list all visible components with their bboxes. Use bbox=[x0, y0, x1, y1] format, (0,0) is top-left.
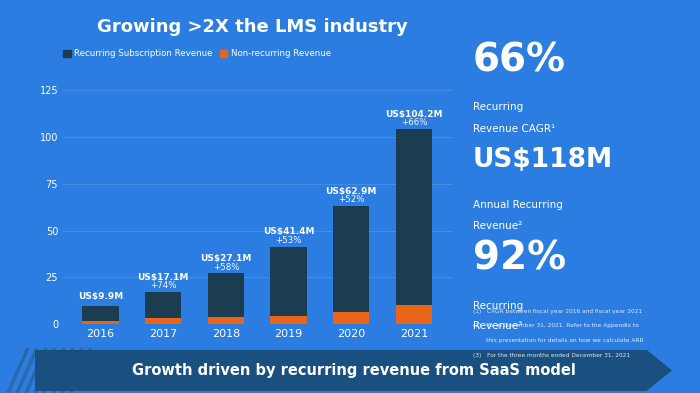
Text: Growing >2X the LMS industry: Growing >2X the LMS industry bbox=[97, 18, 407, 36]
Text: US$17.1M: US$17.1M bbox=[138, 273, 189, 282]
Text: +52%: +52% bbox=[338, 195, 365, 204]
Bar bbox=[145, 292, 181, 318]
Bar bbox=[83, 321, 119, 324]
Bar bbox=[333, 206, 370, 312]
Bar bbox=[208, 316, 244, 324]
Text: Recurring: Recurring bbox=[473, 301, 523, 310]
Text: 66%: 66% bbox=[473, 41, 566, 79]
Text: US$9.9M: US$9.9M bbox=[78, 292, 123, 301]
Text: US$27.1M: US$27.1M bbox=[200, 254, 251, 263]
Text: +66%: +66% bbox=[400, 118, 427, 127]
Bar bbox=[395, 305, 432, 324]
Text: Recurring: Recurring bbox=[473, 102, 523, 112]
Bar bbox=[208, 274, 244, 316]
Text: +53%: +53% bbox=[275, 236, 302, 245]
Bar bbox=[270, 247, 307, 316]
Text: +58%: +58% bbox=[213, 263, 239, 272]
Bar bbox=[83, 306, 119, 321]
Text: 92%: 92% bbox=[473, 240, 566, 278]
Text: Growth driven by recurring revenue from SaaS model: Growth driven by recurring revenue from … bbox=[132, 363, 575, 378]
Text: Revenue CAGR¹: Revenue CAGR¹ bbox=[473, 124, 554, 134]
Text: US$104.2M: US$104.2M bbox=[385, 110, 442, 119]
Text: Revenue³: Revenue³ bbox=[473, 321, 522, 331]
Text: Revenue²: Revenue² bbox=[473, 221, 522, 231]
Text: Annual Recurring: Annual Recurring bbox=[473, 200, 562, 210]
Legend: Recurring Subscription Revenue, Non-recurring Revenue: Recurring Subscription Revenue, Non-recu… bbox=[60, 46, 335, 62]
Bar bbox=[395, 129, 432, 305]
Text: US$62.9M: US$62.9M bbox=[326, 187, 377, 196]
Text: US$118M: US$118M bbox=[473, 147, 612, 173]
Polygon shape bbox=[35, 350, 672, 391]
Bar bbox=[333, 312, 370, 324]
Text: this presentation for details on how we calculate ARR: this presentation for details on how we … bbox=[473, 338, 643, 343]
Bar bbox=[145, 318, 181, 324]
Bar bbox=[270, 316, 307, 324]
Text: (1)   CAGR between fiscal year 2016 and fiscal year 2021: (1) CAGR between fiscal year 2016 and fi… bbox=[473, 309, 642, 314]
Text: (2)   As at December 31, 2021. Refer to the Appendix to: (2) As at December 31, 2021. Refer to th… bbox=[473, 323, 638, 329]
Text: US$41.4M: US$41.4M bbox=[262, 227, 314, 236]
Text: +74%: +74% bbox=[150, 281, 176, 290]
Text: (3)   For the three months ended December 31, 2021: (3) For the three months ended December … bbox=[473, 353, 629, 358]
